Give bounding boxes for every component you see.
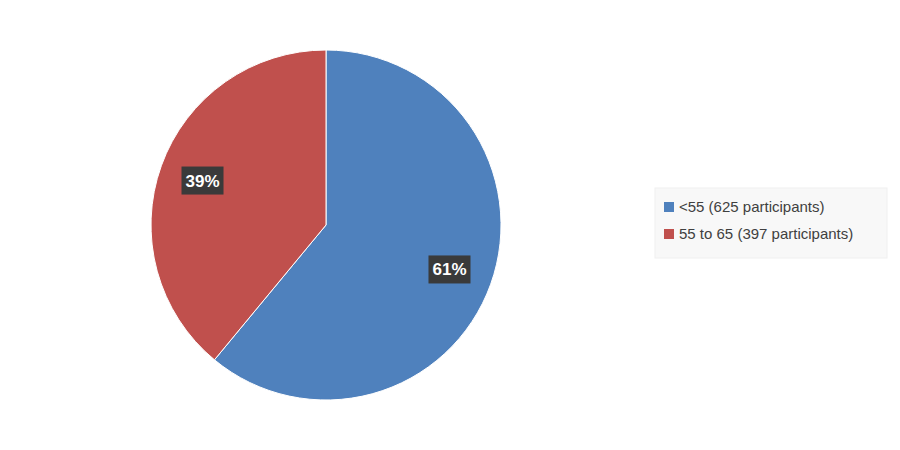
legend-label: <55 (625 participants) <box>679 198 825 215</box>
pie-slice <box>151 50 326 360</box>
page: {"chart_data": {"type": "pie", "categori… <box>0 0 900 450</box>
data-labels: 61% 39% <box>182 167 471 284</box>
data-label-box <box>428 255 470 283</box>
data-label: 39% <box>185 172 219 191</box>
legend-swatch <box>664 229 674 239</box>
legend-swatch <box>664 202 674 212</box>
legend: <55 (625 participants) 55 to 65 (397 part… <box>655 188 887 258</box>
data-label-box <box>182 167 224 195</box>
legend-label: 55 to 65 (397 participants) <box>679 225 853 242</box>
chart: 61% 39% <55 (625 participants) 55 to 65 (39… <box>0 0 900 450</box>
legend-box <box>655 188 887 258</box>
data-label: 61% <box>432 260 466 279</box>
slices <box>151 50 501 400</box>
